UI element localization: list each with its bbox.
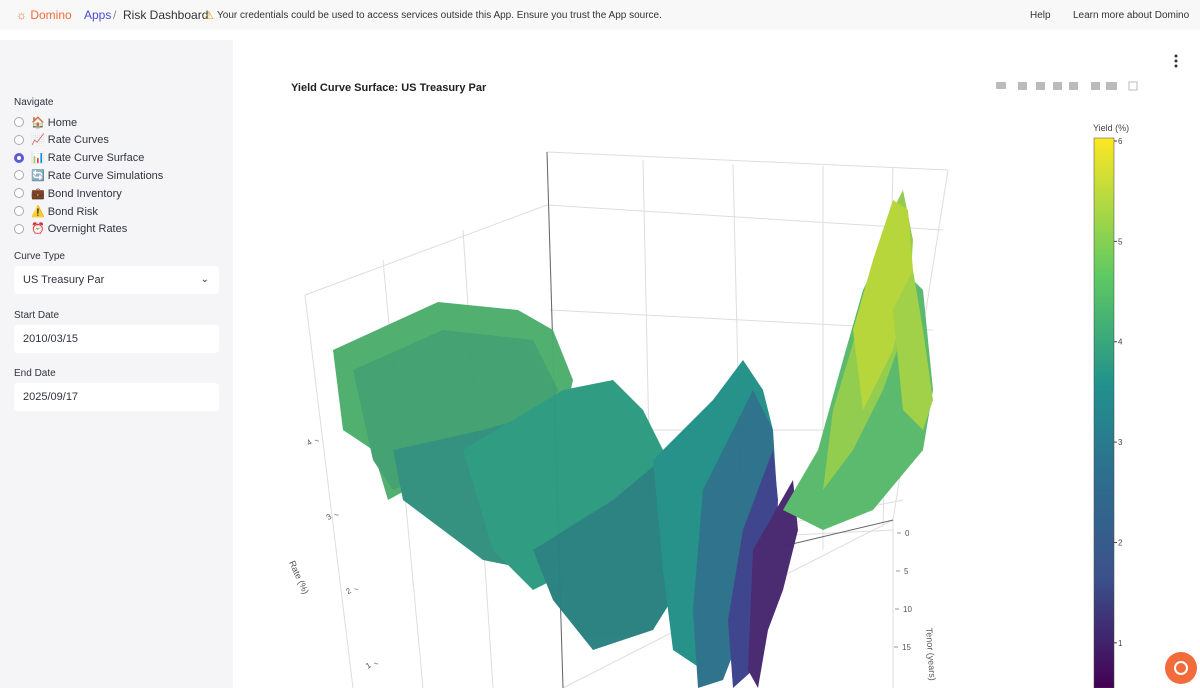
help-link[interactable]: Help — [1030, 10, 1051, 21]
date-input[interactable]: 2025/09/17 — [14, 383, 219, 411]
separator: / — [113, 8, 117, 22]
nav-option-label[interactable]: 💼 Bond Inventory — [31, 187, 122, 200]
x-tick-label: 10 — [903, 605, 912, 614]
domino-badge[interactable] — [1165, 652, 1197, 684]
y-axis-title: Rate (%) — [287, 559, 311, 596]
nav-option[interactable]: 🏠 Home — [14, 114, 77, 130]
nav-option-label[interactable]: ⚠️ Bond Risk — [31, 205, 98, 218]
y-tick-label: 1 — [364, 660, 373, 670]
nav-option[interactable]: ⏰ Overnight Rates — [14, 221, 127, 237]
nav-option-label[interactable]: 🔄 Rate Curve Simulations — [31, 169, 164, 182]
field-label: Start Date — [14, 309, 60, 321]
breadcrumb-current: Risk Dashboard — [123, 8, 209, 22]
tool-camera-reset[interactable] — [1106, 82, 1117, 90]
tool-fullscreen[interactable] — [1128, 81, 1138, 91]
colorbar-tick-label: 5 — [1118, 237, 1123, 246]
date-input[interactable]: 2010/03/15 — [14, 324, 219, 353]
radio[interactable] — [14, 223, 24, 234]
y-tick-label: 3 — [325, 512, 334, 522]
nav-option[interactable]: 📈 Rate Curves — [14, 132, 109, 148]
warning-text: Your credentials could be used to access… — [217, 10, 662, 21]
colorbar-tick-label: 6 — [1118, 137, 1123, 146]
brand-text[interactable]: Domino — [30, 8, 72, 22]
field-label: End Date — [14, 368, 56, 379]
tool-camera[interactable] — [996, 82, 1006, 89]
tool-zoom[interactable] — [1018, 82, 1027, 90]
colorbar-title: Yield (%) — [1093, 123, 1129, 133]
chart: Yield Curve Surface: US Treasury Par — [287, 54, 1197, 688]
x-tick-label: 5 — [904, 567, 909, 576]
learn-link[interactable]: Learn more about Domino — [1073, 10, 1190, 21]
nav-option[interactable]: 💼 Bond Inventory — [14, 185, 122, 201]
x-tick-label: 15 — [902, 643, 911, 652]
tool-turntable[interactable] — [1069, 82, 1078, 90]
brand[interactable]: ☼ Domino — [16, 8, 72, 22]
nav-label: Navigate — [14, 97, 54, 108]
field-label: Curve Type — [14, 251, 65, 262]
colorbar-tick-label: 2 — [1118, 538, 1123, 547]
y-tick-label: 4 — [305, 437, 314, 447]
chevron[interactable]: ⌄ — [200, 274, 209, 285]
y-tick-label: 2 — [344, 586, 353, 596]
tool-pan[interactable] — [1036, 82, 1045, 90]
y-tick — [373, 662, 379, 665]
tool-home[interactable] — [1091, 82, 1100, 90]
y-tick — [354, 588, 359, 591]
nav-option[interactable]: ⚠️ Bond Risk — [14, 203, 98, 219]
radio[interactable] — [14, 170, 24, 181]
nav-option-label[interactable]: 📈 Rate Curves — [31, 134, 109, 147]
chart-title: Yield Curve Surface: US Treasury Par — [291, 82, 487, 94]
colorbar — [1093, 137, 1115, 688]
radio[interactable] — [14, 117, 24, 127]
radio[interactable] — [14, 134, 24, 145]
nav-option-label[interactable]: ⏰ Overnight Rates — [31, 223, 128, 236]
surface — [333, 190, 933, 688]
nav-option-label[interactable]: 📊 Rate Curve Surface — [31, 152, 145, 165]
breadcrumb-link[interactable]: Apps — [84, 8, 112, 22]
toolbar — [996, 81, 1138, 91]
nav-option[interactable]: 📊 Rate Curve Surface — [14, 150, 144, 166]
menu[interactable] — [1174, 54, 1178, 68]
colorbar-tick-label: 3 — [1118, 438, 1123, 447]
warning-icon: ⚠ — [204, 10, 214, 22]
y-tick — [314, 439, 320, 442]
radio[interactable] — [14, 188, 24, 199]
select-box[interactable]: US Treasury Par ⌄ — [14, 266, 219, 294]
x-tick-label: 0 — [905, 529, 910, 538]
x-axis-title: Tenor (years) — [924, 627, 938, 681]
nav-option[interactable]: 🔄 Rate Curve Simulations — [14, 167, 163, 183]
radio[interactable] — [14, 206, 24, 216]
colorbar-tick-label: 1 — [1118, 639, 1123, 648]
y-tick — [334, 513, 339, 516]
nav-option-label[interactable]: 🏠 Home — [31, 116, 78, 129]
colorbar-tick-label: 4 — [1118, 338, 1123, 347]
tool-orbit[interactable] — [1053, 82, 1062, 90]
top-bar: ☼ Domino Apps / Risk Dashboard ⚠ Your cr… — [0, 0, 1200, 30]
radio[interactable] — [14, 152, 24, 163]
sidebar: Navigate 🏠 Home 📈 Rate Curves 📊 Rate Curve… — [0, 40, 233, 688]
